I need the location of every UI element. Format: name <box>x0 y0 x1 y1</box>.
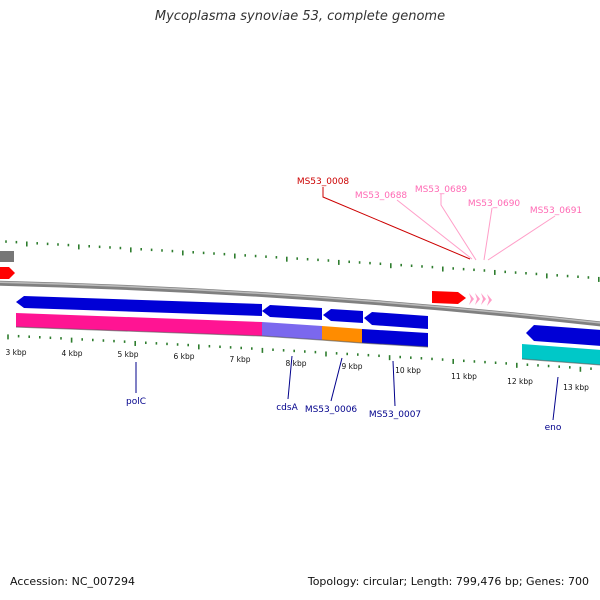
scale-tick-label: 10 kbp <box>395 366 421 375</box>
scale-tick-label: 7 kbp <box>229 355 250 364</box>
map-title: Mycoplasma synoviae 53, complete genome <box>154 9 446 24</box>
gene-label-upper: MS53_0689 <box>415 185 468 195</box>
blue-cds-ms53-0006 <box>323 309 363 323</box>
purple-feature-cdsa <box>262 322 322 340</box>
pink-small-features <box>469 293 492 306</box>
gene-label-lower: cdsA <box>276 403 298 413</box>
gene-label-lower: polC <box>126 397 146 407</box>
blue-cds-eno <box>526 325 600 346</box>
upper-leader-lines <box>322 187 556 261</box>
gene-label-lower: eno <box>545 423 562 433</box>
scale-tick-label: 11 kbp <box>451 372 477 381</box>
blue-feature-ms53-0007 <box>362 329 428 347</box>
pink-feature-polc <box>16 313 262 336</box>
blue-cds-cdsa <box>262 305 322 320</box>
red-cds-ms53-0008 <box>432 291 466 304</box>
gene-label-upper: MS53_0688 <box>355 191 408 201</box>
blue-cds-ms53-0007 <box>364 312 428 329</box>
scale-tick-label: 13 kbp <box>563 383 589 392</box>
gene-label-upper: MS53_0690 <box>468 199 521 209</box>
scale-tick-label: 4 kbp <box>61 349 82 358</box>
topology-text: Topology: circular; Length: 799,476 bp; … <box>307 575 589 588</box>
gene-label-lower: MS53_0006 <box>305 405 358 415</box>
genome-backbone <box>0 280 600 327</box>
scale-labels: 3 kbp 4 kbp 5 kbp 6 kbp 7 kbp 8 kbp 9 kbp 10 kb… <box>5 348 589 392</box>
cyan-feature-eno <box>522 344 600 365</box>
blue-cds-polc <box>16 296 262 316</box>
gene-label-lower: MS53_0007 <box>369 410 421 420</box>
accession-text: Accession: NC_007294 <box>10 575 136 588</box>
scale-tick-label: 5 kbp <box>117 350 138 359</box>
scale-tick-label: 12 kbp <box>507 377 533 386</box>
gray-feature-left <box>0 251 14 262</box>
orange-feature-ms53-0006 <box>322 326 362 343</box>
scale-tick-label: 8 kbp <box>285 359 306 368</box>
red-cds-left <box>0 267 15 279</box>
gene-label-upper: MS53_0691 <box>530 206 582 216</box>
lower-tick-row <box>7 334 592 372</box>
gene-label-upper: MS53_0008 <box>297 177 350 187</box>
scale-tick-label: 3 kbp <box>5 348 26 357</box>
lower-leader-lines <box>135 355 559 421</box>
scale-tick-label: 9 kbp <box>341 362 362 371</box>
upper-tick-row <box>5 240 600 282</box>
scale-tick-label: 6 kbp <box>173 352 194 361</box>
